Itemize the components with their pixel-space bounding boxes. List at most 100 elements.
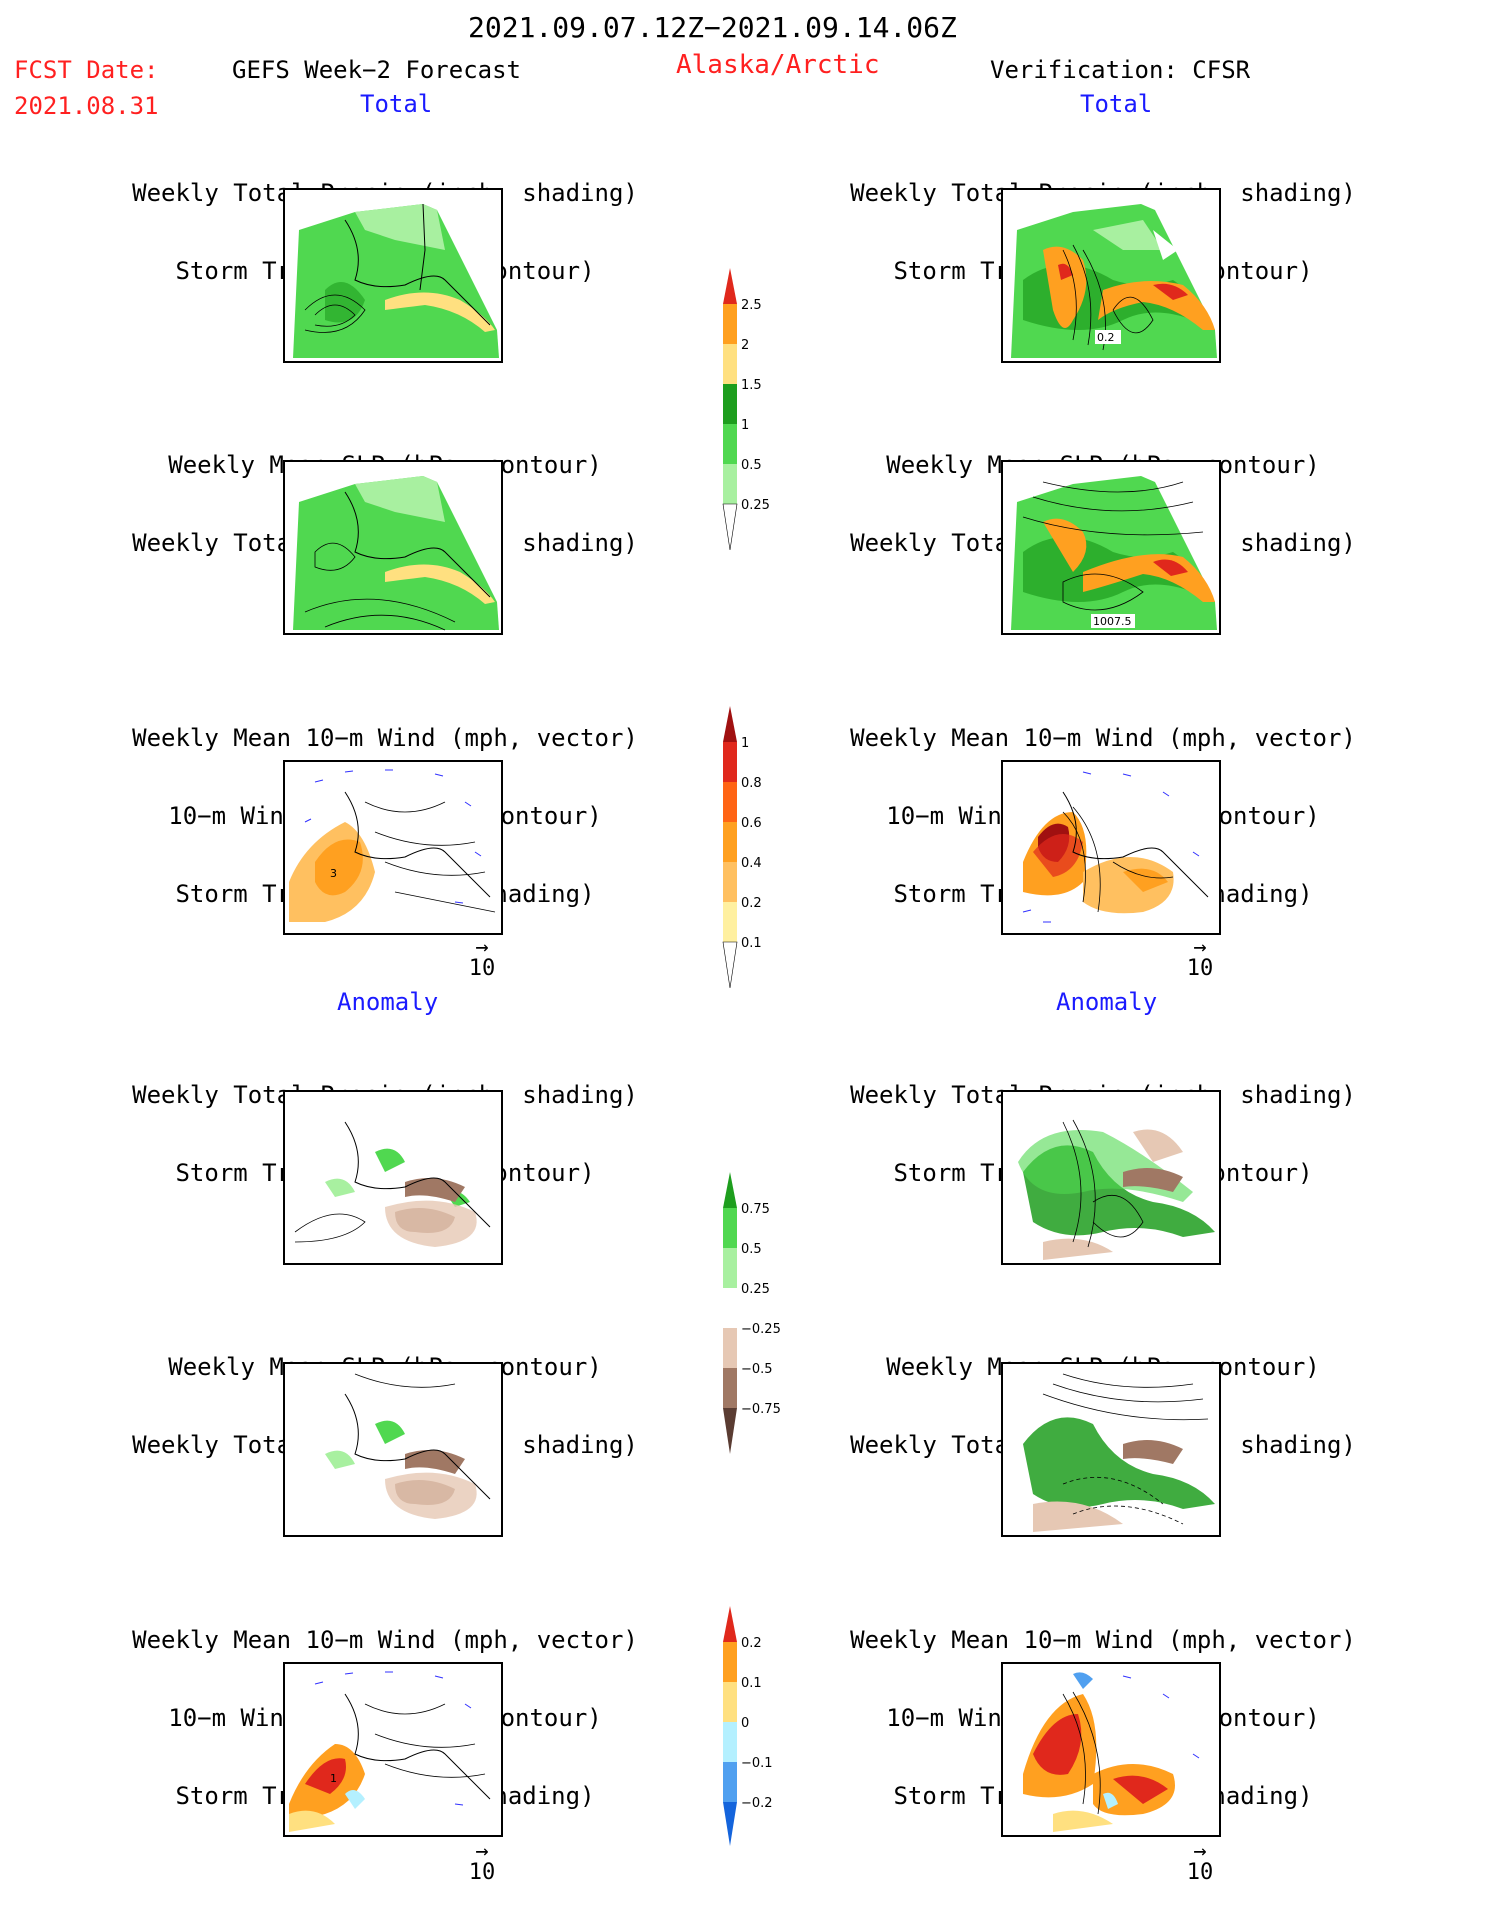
colorbar-label: 0.6 [741, 816, 762, 831]
map-wind-vectors [314, 1671, 472, 1806]
map-white-area [1153, 230, 1178, 260]
map-coastline [344, 491, 491, 598]
map-coastline [344, 1393, 491, 1500]
map-dry-anomaly-light [1133, 1129, 1183, 1162]
colorbar-label: 1 [741, 418, 749, 433]
map-contour [1112, 296, 1154, 334]
map-anom-right-wind [1001, 1662, 1221, 1837]
map-coastline [344, 1693, 491, 1800]
anomaly-label-right: Anomaly [1056, 988, 1158, 1016]
map-storm-anom-neg [1073, 1672, 1093, 1689]
colorbar-storm-total: 1 0.8 0.6 0.4 0.2 0.1 [722, 706, 792, 996]
colorbar-label: 0.8 [741, 776, 762, 791]
colorbar-svg: 2.5 2 1.5 1 0.5 0.25 [722, 268, 770, 551]
map-wet-anomaly [1023, 1417, 1215, 1509]
colorbar-label: 0.2 [741, 1636, 762, 1651]
region-title: Alaska/Arctic [676, 50, 880, 80]
map-isobar [314, 542, 356, 571]
map-label-box [1091, 614, 1135, 628]
colorbar-top-triangle [723, 1606, 737, 1642]
arrow-right-icon: → [475, 1839, 489, 1864]
map-dry-anomaly-light [1033, 1501, 1123, 1532]
map-coastline [344, 1121, 491, 1228]
map-heavy-precip-band [385, 564, 495, 604]
map-light-precip-area [355, 204, 445, 250]
colorbar-segment [723, 1368, 737, 1408]
title-line-1: Weekly Mean 10−m Wind (mph, vector) [132, 724, 638, 752]
map-label-box [1095, 330, 1121, 344]
map-anom-left-wind: 1 [283, 1662, 503, 1837]
verification-title: Verification: CFSR [990, 56, 1251, 84]
colorbar-segment [723, 1682, 737, 1722]
map-wind-vectors [1122, 1675, 1200, 1759]
arrow-right-icon: → [475, 935, 489, 960]
colorbar-label: 0 [741, 1716, 749, 1731]
map-label-anom-left-wind: 1 [330, 1772, 337, 1785]
map-wind-contour [1062, 806, 1174, 913]
colorbar-label: 0.75 [741, 1202, 770, 1217]
colorbar-label: 0.25 [741, 1282, 770, 1297]
colorbar-label: 0.1 [741, 936, 762, 951]
map-wind-contour [364, 801, 496, 913]
map-extreme-precip [1153, 283, 1188, 300]
map-dry-anomaly [405, 1450, 465, 1474]
vector-ref-anom-left: → 10 [462, 1839, 502, 1886]
map-isobar [1042, 1373, 1209, 1421]
map-storm-anom-neg [345, 1790, 365, 1809]
map-coastline [344, 791, 491, 898]
map-label-total-right-slp: 1007.5 [1093, 615, 1132, 628]
map-label-total-right-precip: 0.2 [1097, 331, 1115, 344]
vector-ref-label: 10 [1186, 956, 1214, 981]
vector-ref-anom-right: → 10 [1180, 1841, 1220, 1886]
map-storm-density-red [1033, 834, 1083, 877]
map-dry-anomaly-light [1043, 1238, 1113, 1260]
colorbar-segment [723, 1328, 737, 1368]
map-storm-anom-band-high [1113, 1775, 1168, 1804]
colorbar-precip-total: 2.5 2 1.5 1 0.5 0.25 [722, 268, 792, 558]
map-contour [294, 1213, 366, 1243]
colorbar-bottom-triangle [723, 1408, 737, 1454]
title-line-1: Weekly Mean 10−m Wind (mph, vector) [132, 1626, 638, 1654]
colorbar-label: 0.2 [741, 896, 762, 911]
map-storm-density-mid [315, 839, 363, 896]
colorbar-top-triangle [723, 268, 737, 304]
colorbar-label: −0.5 [741, 1362, 773, 1377]
map-wind-vectors [304, 769, 482, 904]
fcst-date-label: FCST Date: [14, 56, 159, 84]
colorbar-precip-anom: 0.75 0.5 0.25 −0.25 −0.5 −0.75 [722, 1172, 802, 1462]
map-storm-anom-neutral [289, 1810, 335, 1832]
title-line-1: Weekly Mean 10−m Wind (mph, vector) [850, 1626, 1356, 1654]
colorbar-label: −0.2 [741, 1796, 773, 1811]
map-contour [1062, 1119, 1144, 1248]
map-wind-contour [364, 1703, 486, 1778]
map-wet-anomaly [375, 1148, 405, 1172]
colorbar-label: 0.4 [741, 856, 762, 871]
colorbar-label: −0.25 [741, 1322, 781, 1337]
map-wind-vectors [1022, 771, 1200, 923]
map-label-total-left-wind: 3 [330, 867, 337, 880]
colorbar-label: 0.25 [741, 498, 770, 513]
map-total-right-slp-precip: 1007.5 [1001, 460, 1221, 635]
map-extreme-precip [1058, 263, 1073, 280]
colorbar-top-triangle [723, 706, 737, 742]
colorbar-segment [723, 822, 737, 862]
model-title: GEFS Week−2 Forecast [232, 56, 521, 84]
colorbar-label: 0.5 [741, 1242, 762, 1257]
map-isobar [1062, 573, 1144, 611]
map-storm-density-band-mid [1123, 868, 1168, 892]
map-dry-anomaly-light [385, 1472, 477, 1519]
colorbar-segment [723, 344, 737, 384]
map-dry-anomaly-light [385, 1200, 477, 1247]
colorbar-label: −0.75 [741, 1402, 781, 1417]
colorbar-segment [723, 384, 737, 424]
colorbar-top-triangle [723, 1172, 737, 1208]
colorbar-segment [723, 1248, 737, 1288]
map-wind-contour [1062, 1691, 1101, 1815]
colorbar-segment [723, 1288, 737, 1328]
map-light-precip-area [1093, 220, 1163, 250]
colorbar-segment [723, 782, 737, 822]
map-heavy-precip-band [385, 292, 495, 332]
map-dry-anomaly [1123, 1440, 1183, 1464]
map-contour [314, 304, 356, 327]
map-contour [304, 294, 366, 333]
